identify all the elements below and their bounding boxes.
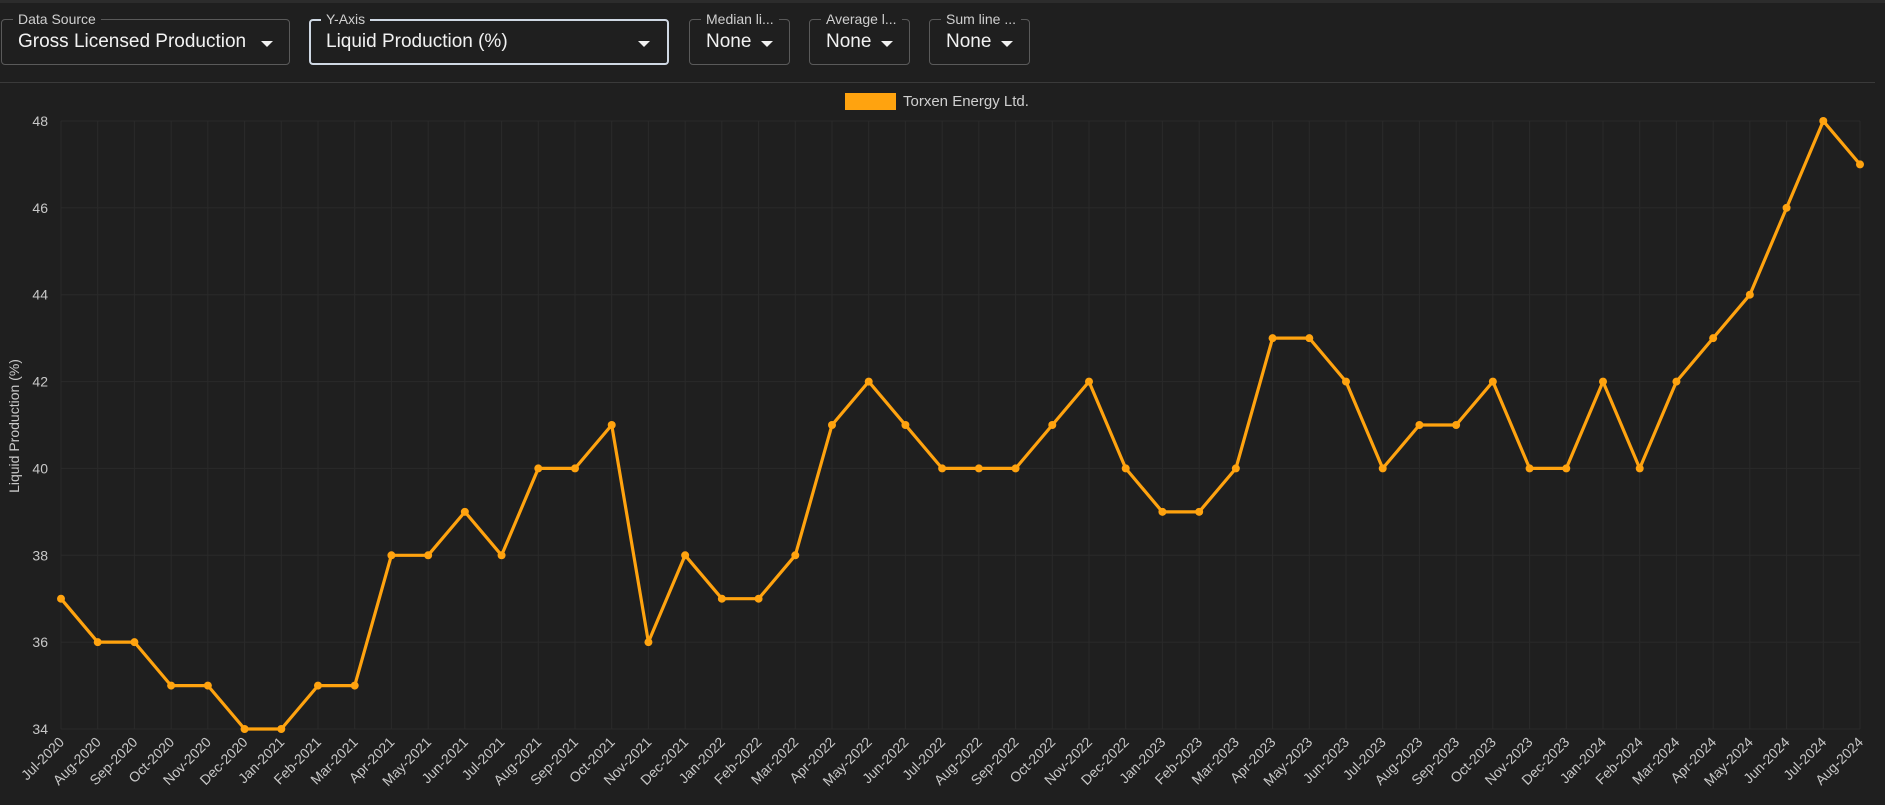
data-point[interactable] [1158,507,1167,516]
top-edge [0,0,1885,3]
data-point[interactable] [681,551,690,560]
data-point[interactable] [1268,334,1277,343]
legend-label: Torxen Energy Ltd. [903,93,1029,110]
chart-legend[interactable]: Torxen Energy Ltd. [845,93,1029,110]
data-source-value: Gross Licensed Production [18,31,247,52]
data-point[interactable] [571,464,579,473]
y-axis-title: Liquid Production (%) [6,359,22,493]
chevron-down-icon [638,41,650,47]
chevron-down-icon [261,41,273,47]
chart-grid [60,120,1861,730]
x-axis-ticks: Jul-2020Aug-2020Sep-2020Oct-2020Nov-2020… [18,734,1866,789]
data-point[interactable] [240,725,249,733]
data-point[interactable] [387,551,396,560]
data-point[interactable] [644,638,653,647]
data-point[interactable] [203,681,212,690]
data-point[interactable] [1819,117,1828,125]
sum-line-select[interactable]: Sum line ... None [929,10,1030,65]
data-point[interactable] [974,464,983,473]
data-point[interactable] [1048,421,1057,429]
data-point[interactable] [314,681,322,690]
data-point[interactable] [864,377,873,386]
line-chart: Torxen Energy Ltd. Liquid Production (%)… [6,93,1866,789]
data-point[interactable] [130,638,139,647]
data-point[interactable] [1231,464,1240,473]
data-point[interactable] [1452,421,1461,429]
data-point[interactable] [1562,464,1571,473]
y-axis-select[interactable]: Y-Axis Liquid Production (%) [309,10,669,65]
y-tick-label: 38 [32,547,48,563]
data-point[interactable] [1856,160,1864,169]
data-point[interactable] [1121,464,1130,473]
data-point[interactable] [1709,334,1718,343]
data-point[interactable] [1085,377,1093,386]
data-point[interactable] [754,594,763,603]
data-point[interactable] [828,421,836,429]
data-point[interactable] [460,507,469,516]
median-line-label: Median li... [701,10,779,28]
sum-line-label: Sum line ... [941,10,1022,28]
y-tick-label: 36 [32,634,48,650]
data-point[interactable] [1011,464,1020,473]
data-point[interactable] [167,681,176,690]
data-point[interactable] [1635,464,1644,473]
data-point[interactable] [1378,464,1387,473]
average-line-value: None [826,31,872,52]
series-line-torxen-energy [59,119,1862,731]
data-point[interactable] [1525,464,1534,473]
data-point[interactable] [1599,377,1607,386]
chevron-down-icon [761,41,773,47]
y-tick-label: 40 [32,460,48,476]
data-point[interactable] [534,464,543,473]
data-point[interactable] [497,551,506,560]
data-point[interactable] [1415,421,1424,429]
data-point[interactable] [607,421,616,429]
data-point[interactable] [1745,290,1754,299]
y-tick-label: 44 [32,287,48,303]
data-point[interactable] [93,638,102,647]
y-tick-label: 42 [32,374,48,390]
legend-swatch [845,93,896,110]
data-point[interactable] [1342,377,1350,386]
data-point[interactable] [350,681,359,690]
y-axis-label: Y-Axis [321,10,371,28]
toolbar-divider [0,82,1875,83]
data-point[interactable] [717,594,726,603]
chevron-down-icon [1001,41,1013,47]
data-source-label: Data Source [13,10,101,28]
sum-line-value: None [946,31,992,52]
y-axis-ticks: 34 36 38 40 42 44 46 48 [32,113,48,737]
y-axis-value: Liquid Production (%) [326,31,508,52]
data-point[interactable] [938,464,947,473]
data-point[interactable] [1488,377,1497,386]
data-point[interactable] [791,551,800,560]
data-point[interactable] [1305,334,1314,343]
series-points [57,117,1864,733]
average-line-select[interactable]: Average l... None [809,10,910,65]
data-point[interactable] [1195,507,1204,516]
median-line-select[interactable]: Median li... None [689,10,790,65]
data-source-select[interactable]: Data Source Gross Licensed Production [1,10,290,65]
data-point[interactable] [277,725,286,733]
filter-toolbar: Data Source Gross Licensed Production Y-… [0,0,1885,82]
data-point[interactable] [1672,377,1681,386]
y-tick-label: 34 [32,721,48,737]
average-line-label: Average l... [821,10,902,28]
data-point[interactable] [1782,203,1791,212]
chevron-down-icon [881,41,893,47]
y-tick-label: 46 [32,200,48,216]
data-point[interactable] [424,551,433,560]
data-point[interactable] [901,421,910,429]
data-point[interactable] [57,594,65,603]
y-tick-label: 48 [32,113,48,129]
median-line-value: None [706,31,752,52]
